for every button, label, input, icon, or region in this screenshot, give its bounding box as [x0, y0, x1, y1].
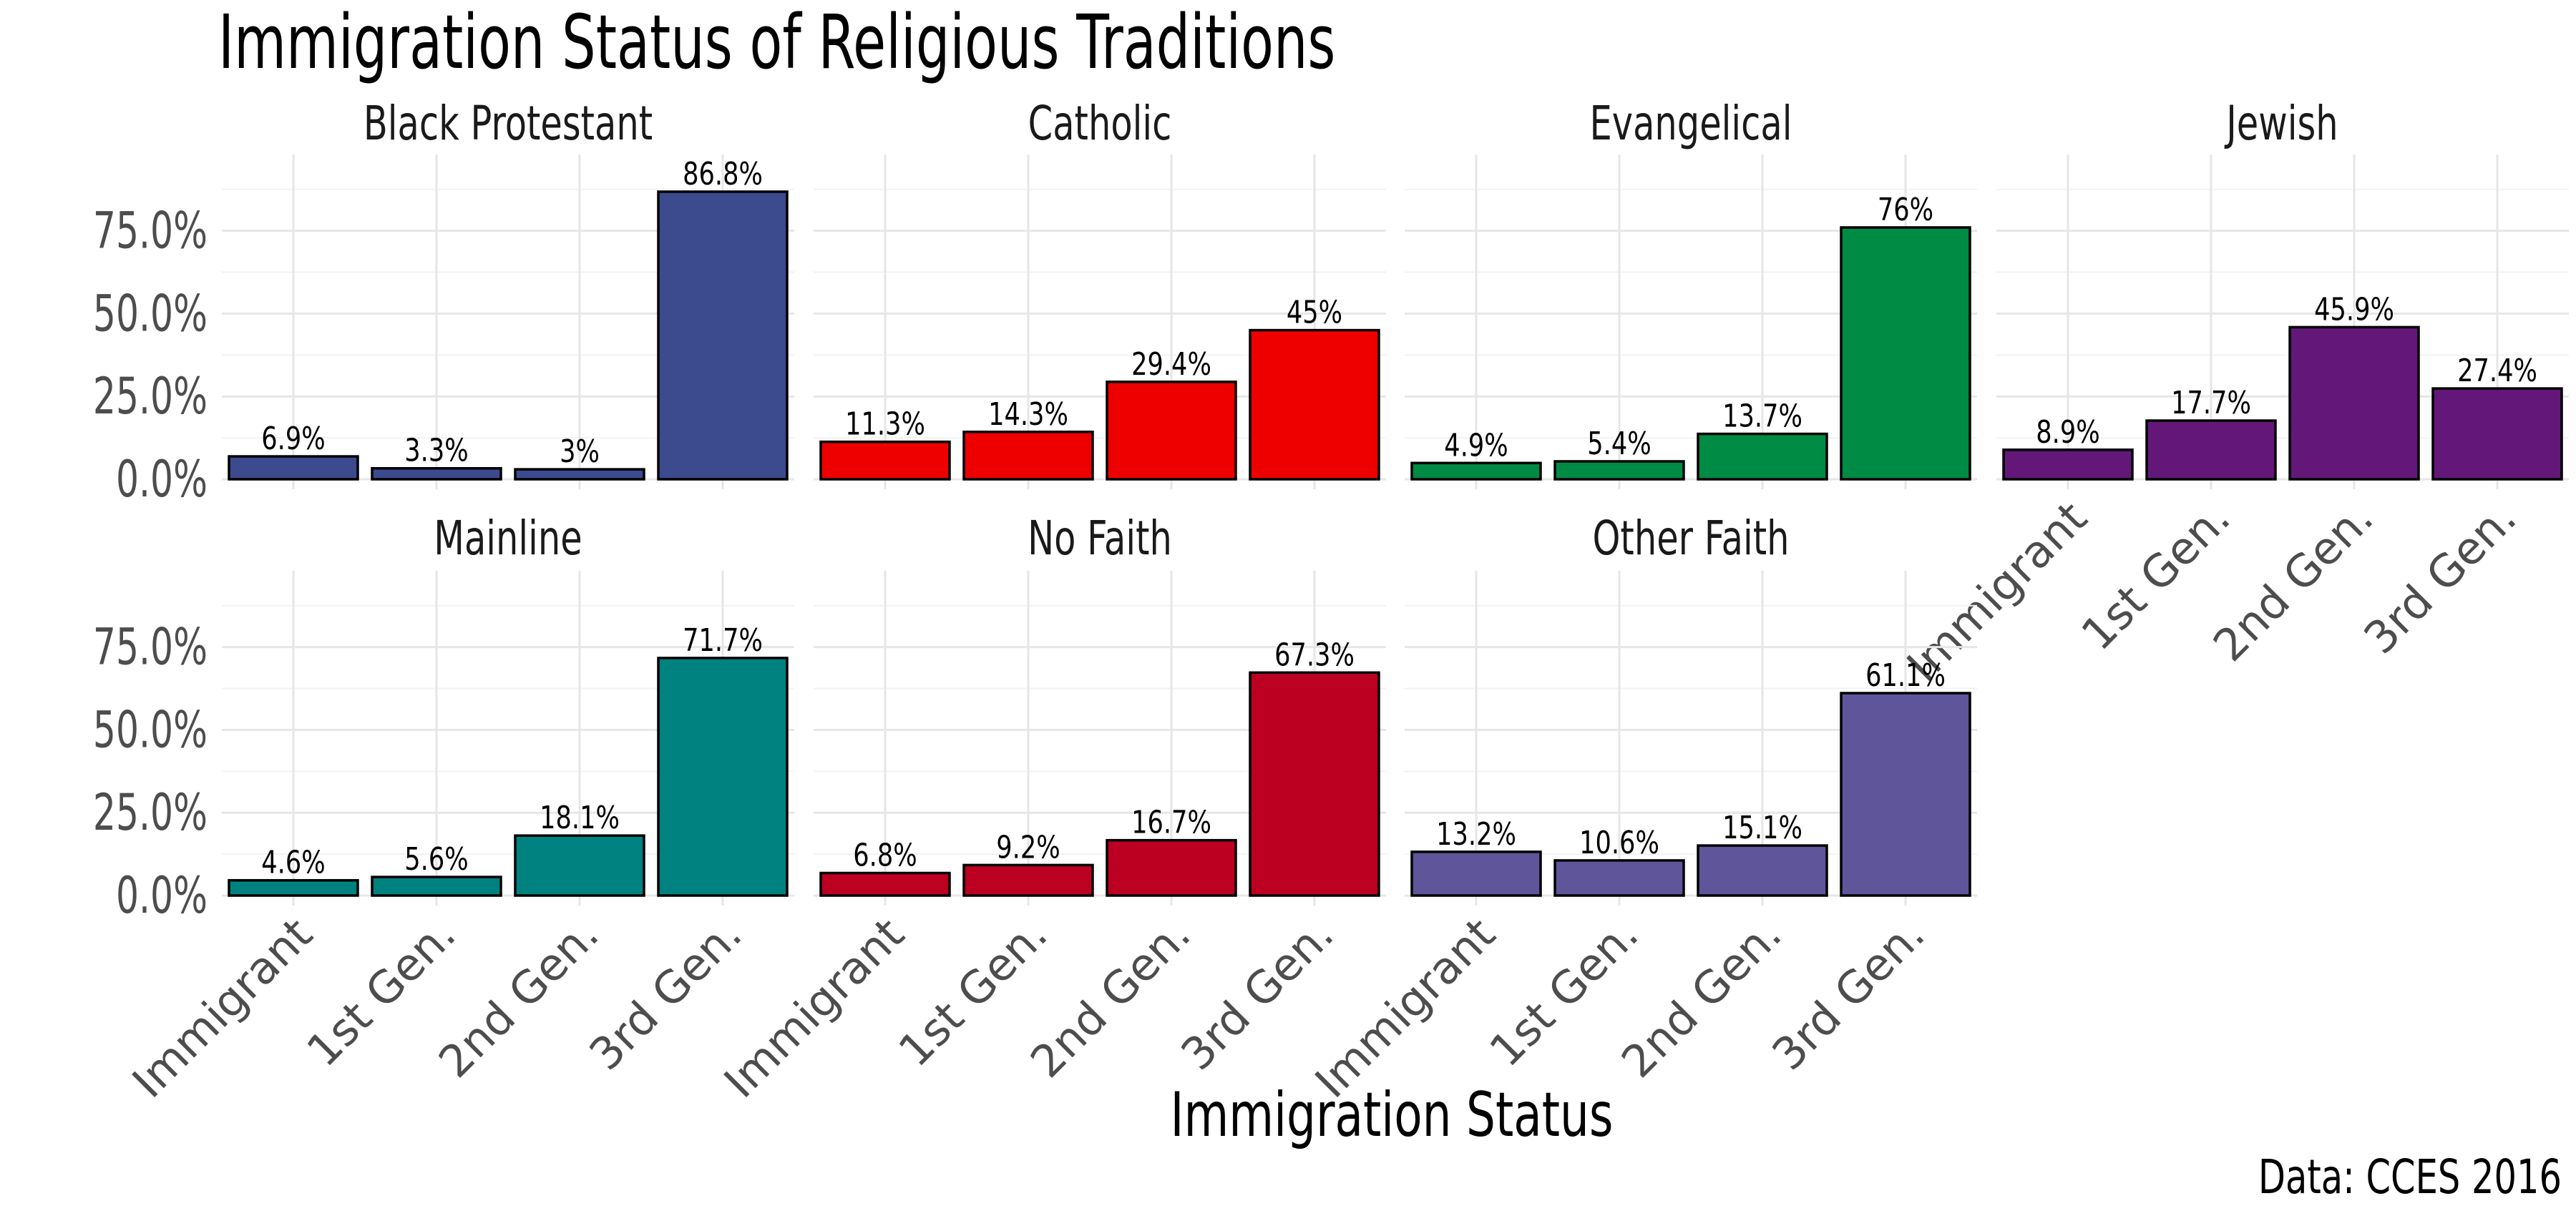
y-tick-label: 75.0%: [93, 202, 208, 260]
bar-catholic-4: [1249, 328, 1380, 481]
facet-title-other-faith: Other Faith: [1592, 511, 1789, 566]
facet-evangelical: Evangelical 4.9% 5.4% 13.7% 76%: [1405, 96, 1977, 489]
y-tick-label: 0.0%: [116, 451, 208, 509]
data-label: 4.6%: [261, 845, 325, 881]
data-label: 15.1%: [1722, 810, 1802, 846]
bar-no-faith-2: [962, 863, 1094, 897]
bar-black-protestant-1: [228, 455, 359, 481]
bar-no-faith-4: [1249, 671, 1380, 897]
data-label: 67.3%: [1274, 637, 1355, 674]
data-label: 5.4%: [1587, 426, 1651, 462]
facet-black-protestant: Black Protestant 0.0% 25.0% 50.0% 75.0% 6.9% 3…: [93, 96, 794, 509]
x-tick-label: 3rd Gen.: [579, 908, 751, 1080]
data-label: 9.2%: [996, 830, 1060, 866]
data-label: 13.2%: [1436, 816, 1516, 853]
facet-title-evangelical: Evangelical: [1590, 96, 1792, 151]
bar-mainline-3: [514, 834, 645, 897]
data-label: 3%: [560, 433, 600, 470]
bar-catholic-3: [1106, 381, 1237, 481]
bar-black-protestant-2: [371, 466, 502, 481]
data-label: 27.4%: [2457, 353, 2537, 389]
bar-mainline-2: [371, 876, 502, 897]
bar-no-faith-3: [1106, 838, 1237, 897]
y-tick-label: 50.0%: [93, 285, 208, 343]
facet-title-jewish: Jewish: [2224, 96, 2338, 151]
data-label: 10.6%: [1579, 825, 1659, 861]
bar-other-faith-1: [1410, 850, 1542, 897]
bar-jewish-4: [2431, 387, 2563, 481]
y-tick-label: 0.0%: [116, 867, 208, 925]
bar-other-faith-3: [1697, 844, 1828, 897]
bar-mainline-1: [228, 878, 359, 897]
facet-title-black-protestant: Black Protestant: [364, 96, 653, 151]
data-label: 45%: [1287, 295, 1342, 331]
data-label: 86.8%: [683, 156, 763, 192]
data-label: 11.3%: [845, 406, 925, 443]
y-tick-label: 25.0%: [93, 368, 208, 426]
bar-evangelical-2: [1553, 460, 1685, 481]
y-tick-label: 75.0%: [93, 618, 208, 676]
facet-catholic: Catholic 11.3% 14.3% 29.4% 45%: [814, 96, 1386, 489]
data-label: 61.1%: [1865, 657, 1946, 694]
data-label: 6.9%: [261, 421, 325, 457]
bar-other-faith-2: [1553, 859, 1685, 897]
data-label: 29.4%: [1131, 346, 1211, 383]
data-label: 3.3%: [404, 433, 468, 469]
bar-catholic-2: [962, 431, 1094, 481]
x-tick-label: 3rd Gen.: [1171, 908, 1343, 1080]
x-tick-label: 3rd Gen.: [1762, 908, 1934, 1080]
bar-other-faith-4: [1840, 692, 1971, 897]
data-label: 6.8%: [853, 838, 917, 874]
data-label: 13.7%: [1722, 398, 1802, 435]
x-axis-label: Immigration Status: [1170, 1079, 1613, 1151]
data-label: 18.1%: [540, 800, 620, 836]
bar-mainline-4: [657, 657, 789, 897]
data-source-caption: Data: CCES 2016: [2258, 1149, 2562, 1205]
bar-evangelical-4: [1840, 226, 1971, 481]
bar-black-protestant-3: [514, 468, 645, 481]
data-label: 17.7%: [2171, 385, 2251, 421]
facet-title-mainline: Mainline: [434, 511, 582, 566]
bar-evangelical-1: [1410, 461, 1542, 481]
bar-jewish-2: [2145, 419, 2277, 481]
data-label: 5.6%: [404, 841, 468, 878]
bar-evangelical-3: [1697, 432, 1828, 481]
facet-mainline: Mainline 0.0% 25.0% 50.0% 75.0% 4.6% 5.6% 18.1%…: [93, 511, 794, 1108]
chart-title: Immigration Status of Religious Traditio…: [218, 0, 1335, 86]
bar-jewish-1: [2002, 448, 2134, 481]
data-label: 14.3%: [988, 396, 1068, 433]
bar-black-protestant-4: [657, 190, 789, 481]
data-label: 45.9%: [2314, 292, 2394, 328]
data-label: 71.7%: [683, 622, 763, 659]
data-label: 76%: [1878, 192, 1933, 228]
data-label: 4.9%: [1444, 428, 1508, 464]
facet-title-catholic: Catholic: [1028, 96, 1172, 151]
y-tick-label: 25.0%: [93, 784, 208, 842]
bar-catholic-1: [819, 440, 951, 481]
data-label: 16.7%: [1131, 805, 1211, 841]
facet-title-no-faith: No Faith: [1028, 511, 1172, 566]
x-tick-label: Immigrant: [122, 908, 323, 1108]
data-label: 8.9%: [2036, 414, 2099, 451]
bar-no-faith-1: [819, 871, 951, 897]
y-tick-label: 50.0%: [93, 701, 208, 759]
bar-jewish-3: [2288, 325, 2420, 481]
x-tick-label: 3rd Gen.: [2353, 491, 2526, 664]
facet-panels: Black Protestant 0.0% 25.0% 50.0% 75.0% 6.9% 3…: [93, 96, 2569, 1108]
